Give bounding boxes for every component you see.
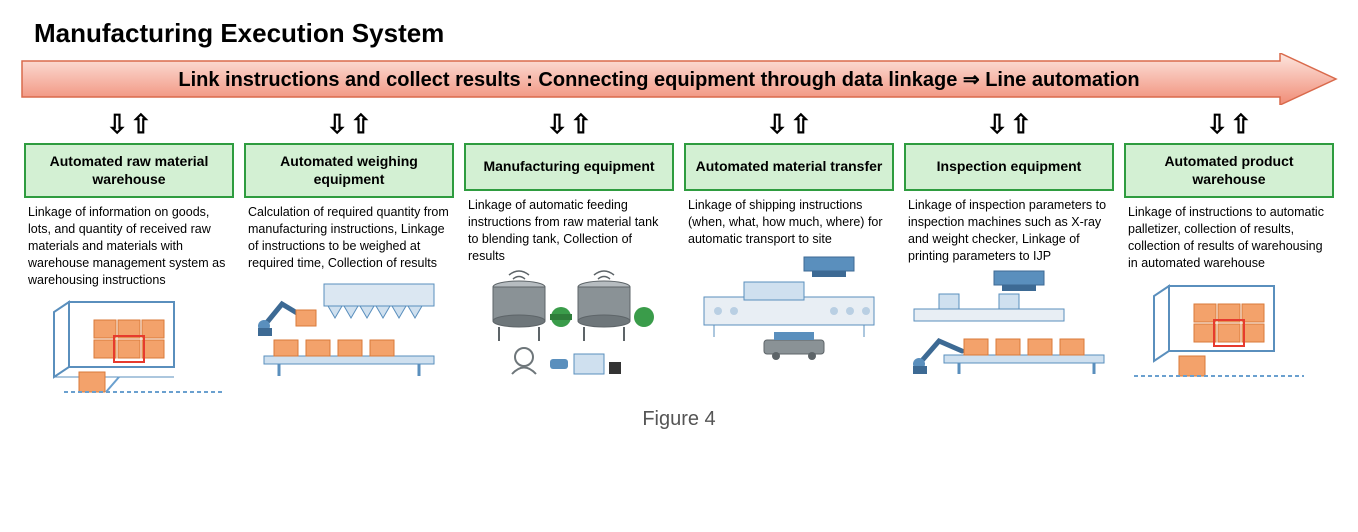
stage-col-raw-material-warehouse: ⇩ ⇧ Automated raw material warehouse Lin…: [24, 109, 234, 402]
stage-description: Linkage of automatic feeding instruction…: [464, 191, 674, 265]
stages-row: ⇩ ⇧ Automated raw material warehouse Lin…: [20, 109, 1338, 402]
illustration-weighing: [244, 276, 454, 386]
stage-title-box: Automated product warehouse: [1124, 143, 1334, 198]
stage-col-inspection-equipment: ⇩ ⇧ Inspection equipment Linkage of insp…: [904, 109, 1114, 402]
illustration-inspection: [904, 269, 1114, 379]
stage-description: Calculation of required quantity from ma…: [244, 198, 454, 272]
sync-arrows-icon: ⇩ ⇧: [684, 111, 894, 137]
arrow-down-icon: ⇩: [766, 111, 788, 137]
arrow-up-icon: ⇧: [570, 111, 592, 137]
arrow-down-icon: ⇩: [106, 111, 128, 137]
sync-arrows-icon: ⇩ ⇧: [24, 111, 234, 137]
sync-arrows-icon: ⇩ ⇧: [1124, 111, 1334, 137]
arrow-up-icon: ⇧: [350, 111, 372, 137]
page-title: Manufacturing Execution System: [34, 18, 1338, 49]
illustration-transfer: [684, 252, 894, 362]
sync-arrows-icon: ⇩ ⇧: [464, 111, 674, 137]
stage-col-manufacturing-equipment: ⇩ ⇧ Manufacturing equipment Linkage of a…: [464, 109, 674, 402]
stage-description: Linkage of inspection parameters to insp…: [904, 191, 1114, 265]
arrow-down-icon: ⇩: [326, 111, 348, 137]
stage-description: Linkage of instructions to automatic pal…: [1124, 198, 1334, 272]
arrow-down-icon: ⇩: [1206, 111, 1228, 137]
illustration-warehouse-in: [24, 292, 234, 402]
banner-arrow: Link instructions and collect results : …: [20, 53, 1338, 105]
stage-title-box: Automated weighing equipment: [244, 143, 454, 198]
arrow-up-icon: ⇧: [1230, 111, 1252, 137]
stage-col-weighing-equipment: ⇩ ⇧ Automated weighing equipment Calcula…: [244, 109, 454, 402]
banner-text: Link instructions and collect results : …: [20, 53, 1298, 105]
arrow-up-icon: ⇧: [790, 111, 812, 137]
stage-description: Linkage of information on goods, lots, a…: [24, 198, 234, 288]
sync-arrows-icon: ⇩ ⇧: [244, 111, 454, 137]
illustration-manufacturing: [464, 269, 674, 379]
stage-title-box: Manufacturing equipment: [464, 143, 674, 191]
arrow-up-icon: ⇧: [1010, 111, 1032, 137]
stage-description: Linkage of shipping instructions (when, …: [684, 191, 894, 248]
arrow-down-icon: ⇩: [546, 111, 568, 137]
stage-col-material-transfer: ⇩ ⇧ Automated material transfer Linkage …: [684, 109, 894, 402]
arrow-up-icon: ⇧: [130, 111, 152, 137]
stage-col-product-warehouse: ⇩ ⇧ Automated product warehouse Linkage …: [1124, 109, 1334, 402]
illustration-warehouse-out: [1124, 276, 1334, 386]
stage-title-box: Automated material transfer: [684, 143, 894, 191]
stage-title-box: Automated raw material warehouse: [24, 143, 234, 198]
figure-caption: Figure 4: [20, 408, 1338, 431]
arrow-down-icon: ⇩: [986, 111, 1008, 137]
sync-arrows-icon: ⇩ ⇧: [904, 111, 1114, 137]
stage-title-box: Inspection equipment: [904, 143, 1114, 191]
